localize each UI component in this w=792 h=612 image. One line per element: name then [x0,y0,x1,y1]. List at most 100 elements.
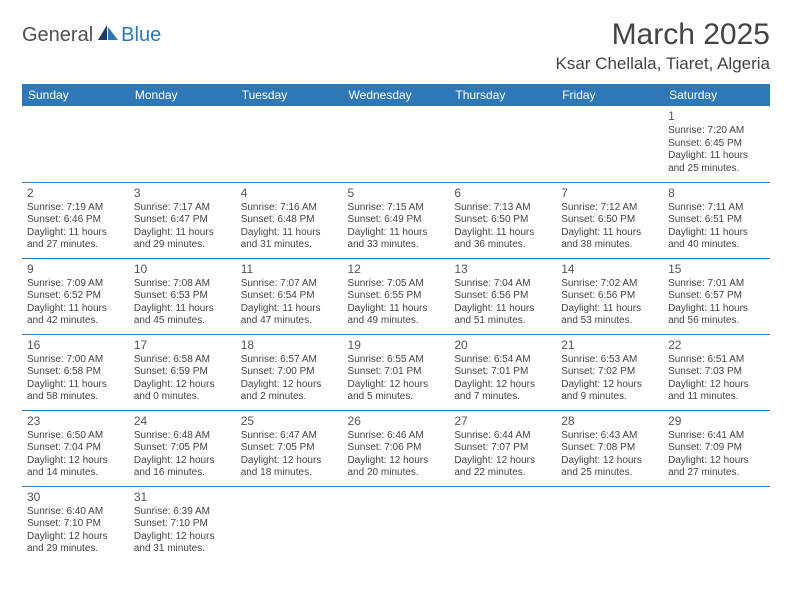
day-number: 11 [241,262,338,277]
calendar-cell: 23Sunrise: 6:50 AMSunset: 7:04 PMDayligh… [22,410,129,486]
sunset-line: Sunset: 7:08 PM [561,442,658,455]
sunrise-line: Sunrise: 7:02 AM [561,278,658,291]
day-number: 2 [27,186,124,201]
calendar-cell: 1Sunrise: 7:20 AMSunset: 6:45 PMDaylight… [663,106,770,182]
daylight-line: Daylight: 12 hours and 5 minutes. [348,379,445,404]
calendar-cell: 17Sunrise: 6:58 AMSunset: 6:59 PMDayligh… [129,334,236,410]
daylight-line: Daylight: 11 hours and 51 minutes. [454,303,551,328]
day-header: Monday [129,84,236,106]
sunset-line: Sunset: 6:54 PM [241,290,338,303]
daylight-line: Daylight: 11 hours and 31 minutes. [241,227,338,252]
sunset-line: Sunset: 7:00 PM [241,366,338,379]
calendar-cell: 26Sunrise: 6:46 AMSunset: 7:06 PMDayligh… [343,410,450,486]
daylight-line: Daylight: 11 hours and 49 minutes. [348,303,445,328]
calendar-cell: 28Sunrise: 6:43 AMSunset: 7:08 PMDayligh… [556,410,663,486]
sunrise-line: Sunrise: 7:13 AM [454,202,551,215]
month-title: March 2025 [556,18,771,52]
day-number: 23 [27,414,124,429]
calendar-cell [236,486,343,562]
day-header: Sunday [22,84,129,106]
daylight-line: Daylight: 12 hours and 16 minutes. [134,455,231,480]
calendar-cell [556,106,663,182]
calendar-cell: 24Sunrise: 6:48 AMSunset: 7:05 PMDayligh… [129,410,236,486]
day-number: 31 [134,490,231,505]
sunrise-line: Sunrise: 6:57 AM [241,354,338,367]
sunrise-line: Sunrise: 7:07 AM [241,278,338,291]
day-number: 8 [668,186,765,201]
sunrise-line: Sunrise: 6:48 AM [134,430,231,443]
calendar-cell: 8Sunrise: 7:11 AMSunset: 6:51 PMDaylight… [663,182,770,258]
calendar-row: 1Sunrise: 7:20 AMSunset: 6:45 PMDaylight… [22,106,770,182]
sunrise-line: Sunrise: 6:43 AM [561,430,658,443]
sunset-line: Sunset: 6:56 PM [454,290,551,303]
calendar-cell: 27Sunrise: 6:44 AMSunset: 7:07 PMDayligh… [449,410,556,486]
calendar-row: 30Sunrise: 6:40 AMSunset: 7:10 PMDayligh… [22,486,770,562]
day-number: 3 [134,186,231,201]
day-number: 29 [668,414,765,429]
calendar-row: 16Sunrise: 7:00 AMSunset: 6:58 PMDayligh… [22,334,770,410]
calendar-row: 2Sunrise: 7:19 AMSunset: 6:46 PMDaylight… [22,182,770,258]
sunset-line: Sunset: 7:03 PM [668,366,765,379]
sunrise-line: Sunrise: 6:41 AM [668,430,765,443]
daylight-line: Daylight: 12 hours and 11 minutes. [668,379,765,404]
day-number: 10 [134,262,231,277]
calendar-cell: 16Sunrise: 7:00 AMSunset: 6:58 PMDayligh… [22,334,129,410]
day-number: 25 [241,414,338,429]
calendar-cell [449,486,556,562]
sunrise-line: Sunrise: 7:12 AM [561,202,658,215]
calendar-cell [556,486,663,562]
daylight-line: Daylight: 11 hours and 53 minutes. [561,303,658,328]
calendar-cell: 18Sunrise: 6:57 AMSunset: 7:00 PMDayligh… [236,334,343,410]
sunset-line: Sunset: 6:46 PM [27,214,124,227]
sunrise-line: Sunrise: 7:15 AM [348,202,445,215]
calendar-cell: 7Sunrise: 7:12 AMSunset: 6:50 PMDaylight… [556,182,663,258]
sunrise-line: Sunrise: 7:09 AM [27,278,124,291]
daylight-line: Daylight: 12 hours and 25 minutes. [561,455,658,480]
calendar-cell: 2Sunrise: 7:19 AMSunset: 6:46 PMDaylight… [22,182,129,258]
sunset-line: Sunset: 7:05 PM [134,442,231,455]
sunset-line: Sunset: 6:47 PM [134,214,231,227]
daylight-line: Daylight: 12 hours and 22 minutes. [454,455,551,480]
logo-text-blue: Blue [121,24,161,47]
calendar-cell: 22Sunrise: 6:51 AMSunset: 7:03 PMDayligh… [663,334,770,410]
sunrise-line: Sunrise: 7:05 AM [348,278,445,291]
daylight-line: Daylight: 11 hours and 58 minutes. [27,379,124,404]
daylight-line: Daylight: 12 hours and 29 minutes. [27,531,124,556]
sunset-line: Sunset: 6:50 PM [454,214,551,227]
daylight-line: Daylight: 12 hours and 31 minutes. [134,531,231,556]
day-number: 1 [668,109,765,124]
sunrise-line: Sunrise: 6:51 AM [668,354,765,367]
sunrise-line: Sunrise: 6:46 AM [348,430,445,443]
sunrise-line: Sunrise: 7:16 AM [241,202,338,215]
day-number: 18 [241,338,338,353]
logo-sail-icon [97,24,119,47]
day-number: 17 [134,338,231,353]
sunset-line: Sunset: 6:58 PM [27,366,124,379]
sunset-line: Sunset: 6:48 PM [241,214,338,227]
calendar: SundayMondayTuesdayWednesdayThursdayFrid… [22,84,770,562]
daylight-line: Daylight: 11 hours and 40 minutes. [668,227,765,252]
sunrise-line: Sunrise: 6:39 AM [134,506,231,519]
calendar-cell: 4Sunrise: 7:16 AMSunset: 6:48 PMDaylight… [236,182,343,258]
sunset-line: Sunset: 6:53 PM [134,290,231,303]
daylight-line: Daylight: 12 hours and 27 minutes. [668,455,765,480]
sunset-line: Sunset: 7:04 PM [27,442,124,455]
day-number: 13 [454,262,551,277]
day-header: Saturday [663,84,770,106]
calendar-cell: 10Sunrise: 7:08 AMSunset: 6:53 PMDayligh… [129,258,236,334]
sunrise-line: Sunrise: 6:55 AM [348,354,445,367]
day-header: Thursday [449,84,556,106]
sunrise-line: Sunrise: 6:50 AM [27,430,124,443]
sunset-line: Sunset: 7:09 PM [668,442,765,455]
daylight-line: Daylight: 12 hours and 2 minutes. [241,379,338,404]
sunrise-line: Sunrise: 6:58 AM [134,354,231,367]
sunset-line: Sunset: 7:10 PM [134,518,231,531]
sunset-line: Sunset: 7:01 PM [454,366,551,379]
sunrise-line: Sunrise: 7:08 AM [134,278,231,291]
sunset-line: Sunset: 6:51 PM [668,214,765,227]
daylight-line: Daylight: 11 hours and 33 minutes. [348,227,445,252]
sunrise-line: Sunrise: 6:40 AM [27,506,124,519]
header: General Blue March 2025 Ksar Chellala, T… [22,18,770,74]
sunrise-line: Sunrise: 7:20 AM [668,125,765,138]
calendar-cell: 30Sunrise: 6:40 AMSunset: 7:10 PMDayligh… [22,486,129,562]
